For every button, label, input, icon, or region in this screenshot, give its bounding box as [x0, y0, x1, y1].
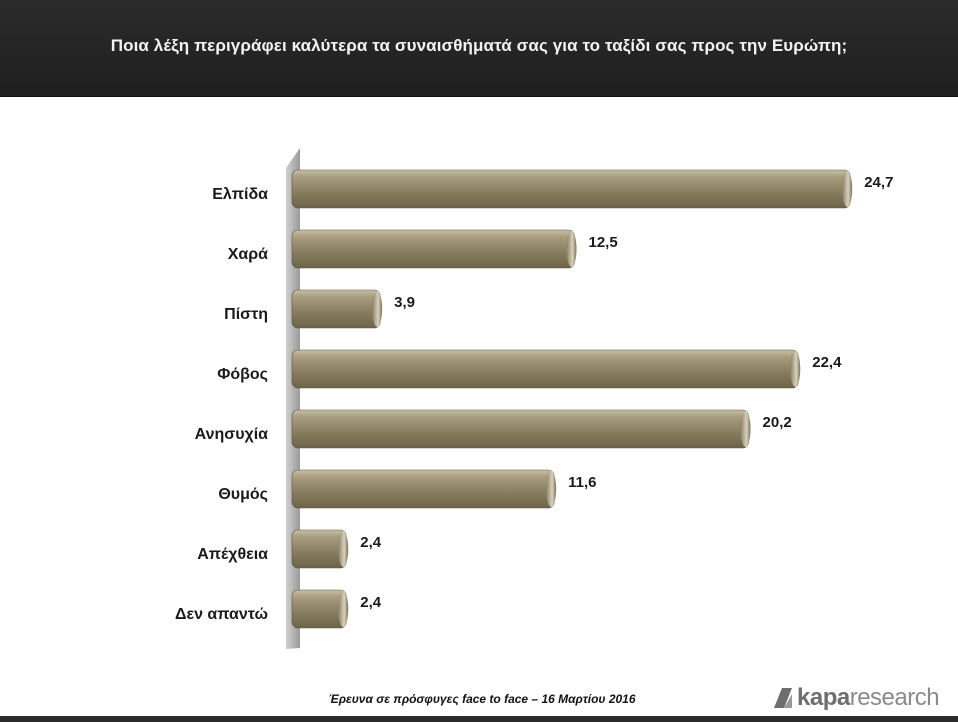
chart-title: Ποια λέξη περιγράφει καλύτερα τα συναισθ…	[110, 36, 848, 55]
category-label: Πίστη	[224, 306, 268, 323]
footnote: Έρευνα σε πρόσφυγες face to face – 16 Μα…	[328, 692, 636, 706]
value-label: 20,2	[763, 414, 792, 431]
bar	[291, 589, 347, 629]
kapa-research-logo: kapa research	[772, 681, 940, 715]
bar	[291, 409, 749, 449]
value-label: 2,4	[360, 534, 382, 551]
header-bar: Ποια λέξη περιγράφει καλύτερα τα συναισθ…	[0, 0, 958, 97]
bar-chart: Ελπίδα 24,7 Χαρά 12,5 Πίστη 3,9 Φόβος 22,4 Ανησυ…	[175, 148, 893, 649]
bar	[291, 349, 799, 389]
logo-text-light: research	[849, 684, 940, 711]
category-label: Απέχθεια	[197, 546, 268, 563]
bar	[291, 529, 347, 569]
category-label: Ανησυχία	[195, 426, 269, 443]
value-label: 2,4	[360, 594, 382, 611]
value-label: 12,5	[589, 234, 618, 251]
category-label: Χαρά	[228, 246, 268, 263]
category-label: Δεν απαντώ	[175, 606, 268, 623]
value-label: 11,6	[568, 474, 596, 491]
bar	[291, 229, 575, 269]
bar-end-cap	[372, 291, 383, 327]
logo-text-bold: kapa	[797, 684, 850, 711]
bar-end-cap	[842, 171, 853, 207]
bar-end-cap	[790, 351, 801, 387]
bar	[291, 289, 381, 329]
axis-wall	[286, 148, 300, 649]
bar-end-cap	[338, 531, 349, 567]
value-label: 22,4	[812, 354, 842, 371]
bar	[291, 169, 851, 209]
bar-end-cap	[546, 471, 557, 507]
bar-end-cap	[566, 231, 577, 267]
category-label: Φόβος	[217, 366, 268, 383]
category-label: Ελπίδα	[212, 186, 268, 203]
category-label: Θυμός	[218, 486, 268, 503]
bottom-rule	[0, 716, 958, 722]
logo-mark-icon	[772, 686, 794, 710]
bar-end-cap	[338, 591, 349, 627]
bar-end-cap	[740, 411, 751, 447]
bar	[291, 469, 555, 509]
value-label: 3,9	[394, 294, 415, 311]
value-label: 24,7	[864, 174, 893, 191]
